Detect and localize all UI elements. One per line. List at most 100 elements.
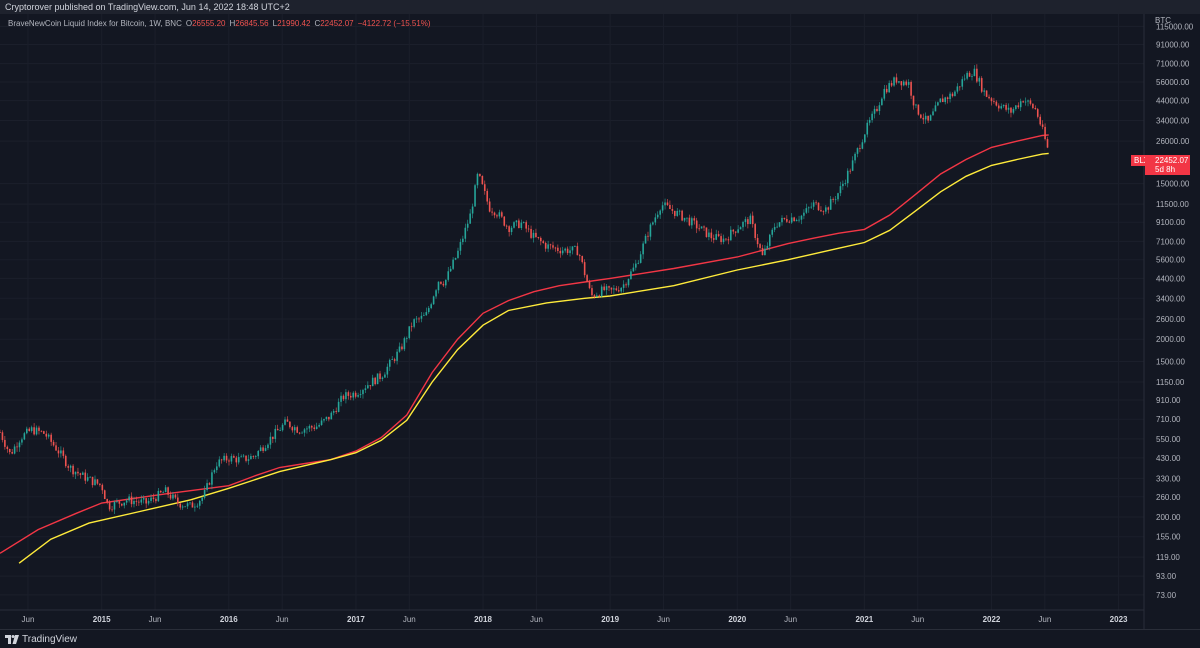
candle-body (578, 255, 581, 257)
candle-body (301, 432, 303, 434)
tradingview-logo[interactable]: TradingView (5, 633, 77, 645)
time-tick-label: Jun (657, 615, 670, 624)
candle-body (902, 81, 905, 86)
candle-body (330, 412, 333, 420)
candle-body (654, 217, 657, 223)
candle-body (581, 256, 584, 263)
price-tick-label: 910.00 (1156, 396, 1181, 405)
candle-body (257, 450, 260, 457)
time-axis[interactable]: Jun 2015 Jun 2016 Jun 2017 Jun 2018 Jun 2019 Jun 20… (22, 615, 1129, 624)
candle-body (218, 459, 221, 467)
candle-body (194, 506, 196, 508)
price-tick-label: 4400.00 (1156, 274, 1185, 283)
candle-body (1041, 124, 1044, 127)
legend-close-value: 22452.07 (320, 19, 354, 28)
candle-body (932, 111, 934, 116)
candle-body (978, 78, 981, 82)
candle-body (846, 170, 849, 184)
price-tag-symbol: BLX (1134, 156, 1150, 165)
candle-body (145, 498, 147, 504)
candle-body (335, 411, 337, 412)
candle-body (388, 359, 391, 367)
candle-body (64, 455, 67, 467)
candle-body (532, 232, 535, 238)
candle-body (430, 304, 432, 309)
candle-body (1002, 104, 1005, 107)
candle-body (13, 446, 16, 454)
candle-body (437, 281, 440, 291)
candle-body (408, 326, 411, 338)
candle-body (0, 432, 1, 434)
candle-body (1017, 105, 1020, 108)
candle-body (318, 424, 320, 427)
candle-body (313, 427, 316, 429)
candle-body (223, 455, 225, 461)
candle-body (371, 377, 374, 387)
candle-body (868, 120, 871, 123)
candle-body (805, 208, 808, 213)
candle-body (201, 497, 203, 501)
tradingview-brand: TradingView (22, 633, 78, 645)
candle-body (427, 308, 430, 313)
candle-body (174, 494, 177, 498)
candle-body (664, 202, 666, 206)
candle-body (730, 229, 732, 241)
candle-body (177, 497, 179, 504)
candle-body (971, 75, 973, 77)
candle-body (503, 216, 506, 226)
candle-body (673, 210, 676, 216)
candle-body (912, 95, 915, 106)
candle-body (793, 217, 795, 222)
candle-body (705, 227, 708, 237)
candle-body (415, 318, 418, 320)
candle-body (985, 90, 988, 97)
candle-body (625, 284, 627, 286)
candle-body (798, 219, 800, 221)
price-axis[interactable]: 115000.00 91000.00 71000.00 56000.00 44000.0… (1156, 22, 1194, 599)
candle-body (574, 246, 576, 247)
candle-body (776, 226, 778, 228)
candle-body (345, 392, 347, 400)
candle-body (108, 502, 111, 510)
candle-body (138, 501, 140, 503)
candle-body (518, 220, 520, 228)
candle-body (52, 441, 55, 446)
candle-body (630, 271, 632, 280)
candle-body (990, 98, 993, 102)
candle-body (135, 500, 138, 502)
candle-body (715, 234, 718, 240)
candle-body (381, 377, 384, 379)
candle-body (1029, 100, 1032, 104)
candle-body (915, 104, 917, 106)
candle-body (155, 498, 157, 502)
candle-body (505, 225, 508, 227)
candle-body (103, 490, 106, 500)
candle-body (995, 101, 998, 106)
candle-body (949, 93, 951, 100)
candle-body (878, 105, 881, 112)
candle-body (379, 373, 381, 379)
candle-body (464, 227, 467, 239)
candle-body (997, 105, 1000, 109)
candle-body (57, 450, 60, 454)
candle-body (678, 210, 681, 212)
candle-body (917, 104, 920, 115)
candle-body (973, 68, 976, 76)
price-chart[interactable]: BraveNewCoin Liquid Index for Bitcoin, 1… (0, 0, 1200, 629)
time-tick-label: 2017 (347, 615, 365, 624)
candle-body (196, 505, 199, 507)
candle-body (298, 432, 301, 434)
candle-body (732, 229, 735, 232)
candle-body (786, 218, 788, 222)
candle-body (474, 185, 476, 207)
candle-body (1012, 109, 1015, 113)
candle-body (522, 222, 525, 223)
candle-body (230, 456, 233, 462)
candle-body (228, 460, 230, 462)
candle-body (498, 212, 501, 217)
candle-body (525, 222, 527, 229)
candle-body (790, 217, 793, 223)
time-tick-label: Jun (530, 615, 543, 624)
candle-body (67, 466, 70, 468)
candle-body (418, 318, 420, 320)
